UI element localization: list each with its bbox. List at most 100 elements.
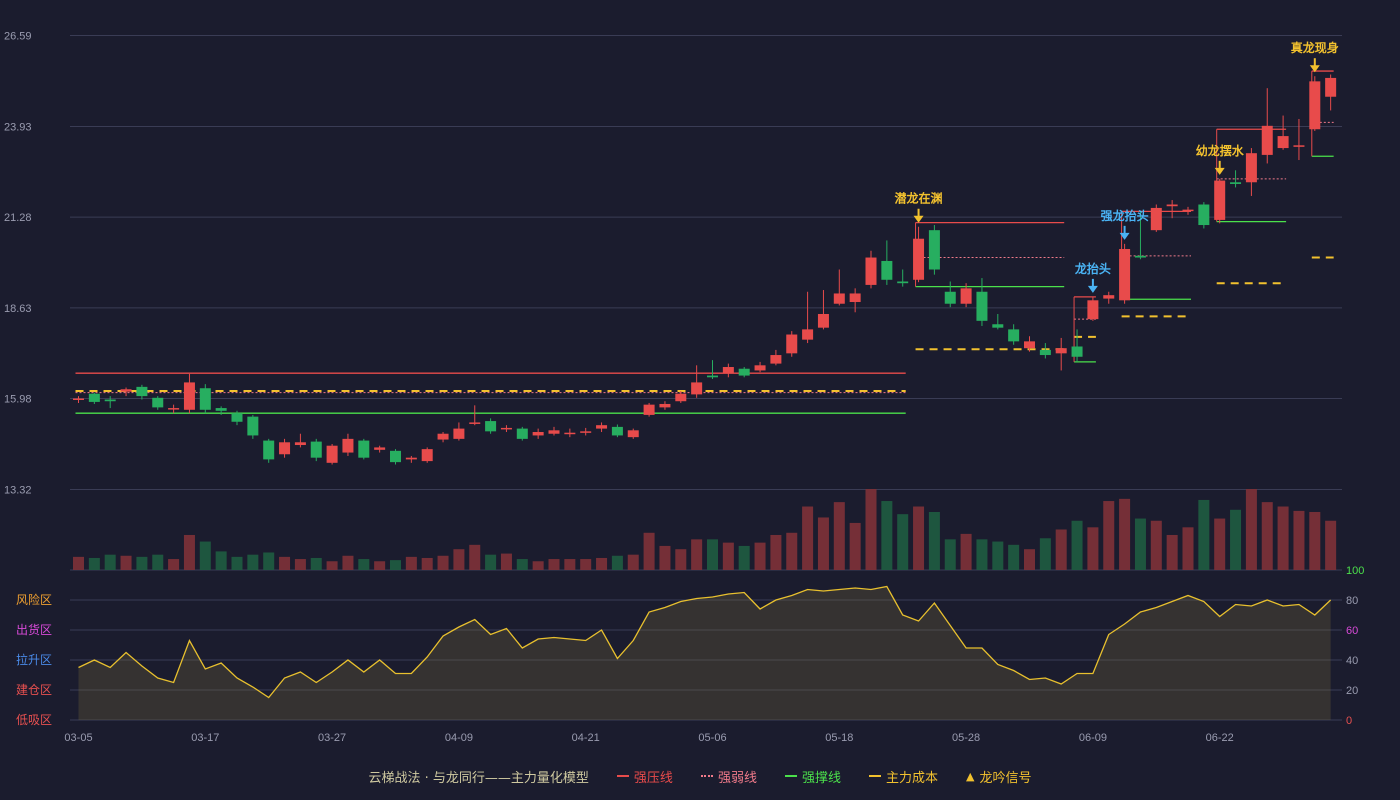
volume-bar (548, 559, 560, 570)
volume-bar (865, 489, 877, 570)
pressure-line-swatch (616, 775, 629, 777)
triangle-icon: ▲ (965, 769, 975, 783)
volume-bar (421, 557, 433, 570)
candle-body (770, 355, 782, 364)
zone-label: 建仓区 (16, 683, 52, 697)
candle-body (104, 399, 116, 402)
volume-bar (817, 517, 829, 570)
candle-body (738, 368, 750, 376)
date-tick-label: 05-28 (952, 732, 980, 744)
candle-body (944, 291, 956, 304)
volume-bar (1055, 529, 1067, 570)
volume-bar (849, 522, 861, 570)
candle-body (231, 413, 243, 422)
candle-body (469, 422, 481, 424)
volume-bar (1119, 498, 1131, 570)
volume-bar (152, 554, 164, 570)
volume-bar (881, 501, 893, 570)
volume-bar (88, 557, 100, 570)
indicator-tick-label: 60 (1346, 625, 1358, 637)
price-tick-label: 15.98 (4, 393, 32, 405)
candle-body (183, 382, 195, 410)
candle-body (897, 281, 909, 284)
legend-item-support[interactable]: 强撑线 (784, 767, 841, 786)
volume-bar (1261, 502, 1273, 570)
signal-arrow-icon (1087, 285, 1098, 293)
volume-bar (675, 549, 687, 570)
candle-body (1071, 346, 1083, 357)
volume-bar (802, 506, 814, 570)
volume-bar (707, 539, 718, 570)
volume-bar (247, 554, 259, 570)
indicator-tick-label: 80 (1346, 595, 1358, 607)
volume-bar (73, 556, 84, 570)
legend-label: 强弱线 (717, 770, 757, 786)
volume-bar (1039, 538, 1051, 570)
zone-label: 拉升区 (16, 652, 52, 667)
candle-body (1293, 145, 1305, 147)
price-tick-label: 23.93 (4, 122, 32, 134)
volume-bar (833, 502, 845, 570)
zone-label: 出货区 (16, 622, 52, 637)
indicator-tick-label: 100 (1346, 565, 1364, 577)
candle-body (358, 440, 370, 458)
signal-label: 真龙现身 (1291, 40, 1339, 55)
volume-bar (976, 539, 988, 570)
candle-body (1309, 81, 1321, 130)
risk-index-area (78, 586, 1331, 720)
volume-bar (611, 555, 623, 570)
volume-bar (564, 559, 576, 570)
candle-body (1150, 207, 1162, 231)
legend-item-weak[interactable]: 强弱线 (700, 767, 757, 786)
candle-body (865, 257, 877, 285)
volume-bar (215, 551, 227, 570)
candle-body (802, 329, 814, 340)
zone-label: 风险区 (16, 592, 52, 607)
legend-item-pressure[interactable]: 强压线 (616, 767, 673, 786)
date-tick-label: 06-22 (1206, 732, 1234, 744)
volume-bar (183, 534, 195, 570)
legend-title: 云梯战法 · 与龙同行——主力量化模型 (368, 770, 589, 786)
candle-body (1119, 248, 1131, 301)
candle-body (928, 230, 940, 270)
candle-body (786, 334, 798, 354)
volume-bar (897, 514, 909, 570)
candle-body (564, 432, 576, 435)
legend-item-cost[interactable]: 主力成本 (868, 767, 938, 786)
candle-body (326, 445, 338, 463)
legend-item-signal[interactable]: ▲ 龙吟信号 (966, 767, 1031, 786)
volume-bar (770, 534, 782, 570)
indicator-tick-label: 20 (1346, 685, 1358, 697)
candle-body (580, 431, 592, 433)
candle-body (992, 324, 1004, 328)
volume-bar (120, 555, 132, 570)
volume-bar (1214, 518, 1226, 570)
legend-label: 强压线 (633, 770, 673, 786)
candle-body (833, 293, 845, 304)
volume-bar (437, 555, 449, 570)
risk-index-line (78, 585, 1332, 699)
volume-bar (104, 554, 116, 570)
weak-line-swatch (700, 775, 713, 777)
candle-body (294, 442, 306, 446)
signal-label: 强龙抬头 (1101, 208, 1149, 223)
candle-body (1024, 341, 1035, 349)
signal-arrow-icon (913, 215, 924, 223)
candle-body (342, 438, 354, 453)
candle-body (817, 313, 829, 328)
signal-arrow-icon (1214, 167, 1225, 175)
candlesticks (73, 74, 1337, 465)
volume-bar (1245, 489, 1257, 570)
date-tick-label: 03-17 (191, 732, 219, 744)
volume-bar (944, 539, 956, 570)
signal-label: 潜龙在渊 (895, 191, 943, 206)
candle-body (596, 425, 608, 429)
volume-bar (136, 556, 148, 570)
indicator-tick-label: 40 (1346, 655, 1358, 667)
candle-body (199, 388, 211, 410)
chart-legend: 云梯战法 · 与龙同行——主力量化模型 强压线 强弱线 强撑线 主力成本 ▲ 龙… (0, 765, 1400, 787)
price-tick-label: 21.28 (4, 212, 32, 224)
date-tick-label: 04-21 (572, 732, 600, 744)
